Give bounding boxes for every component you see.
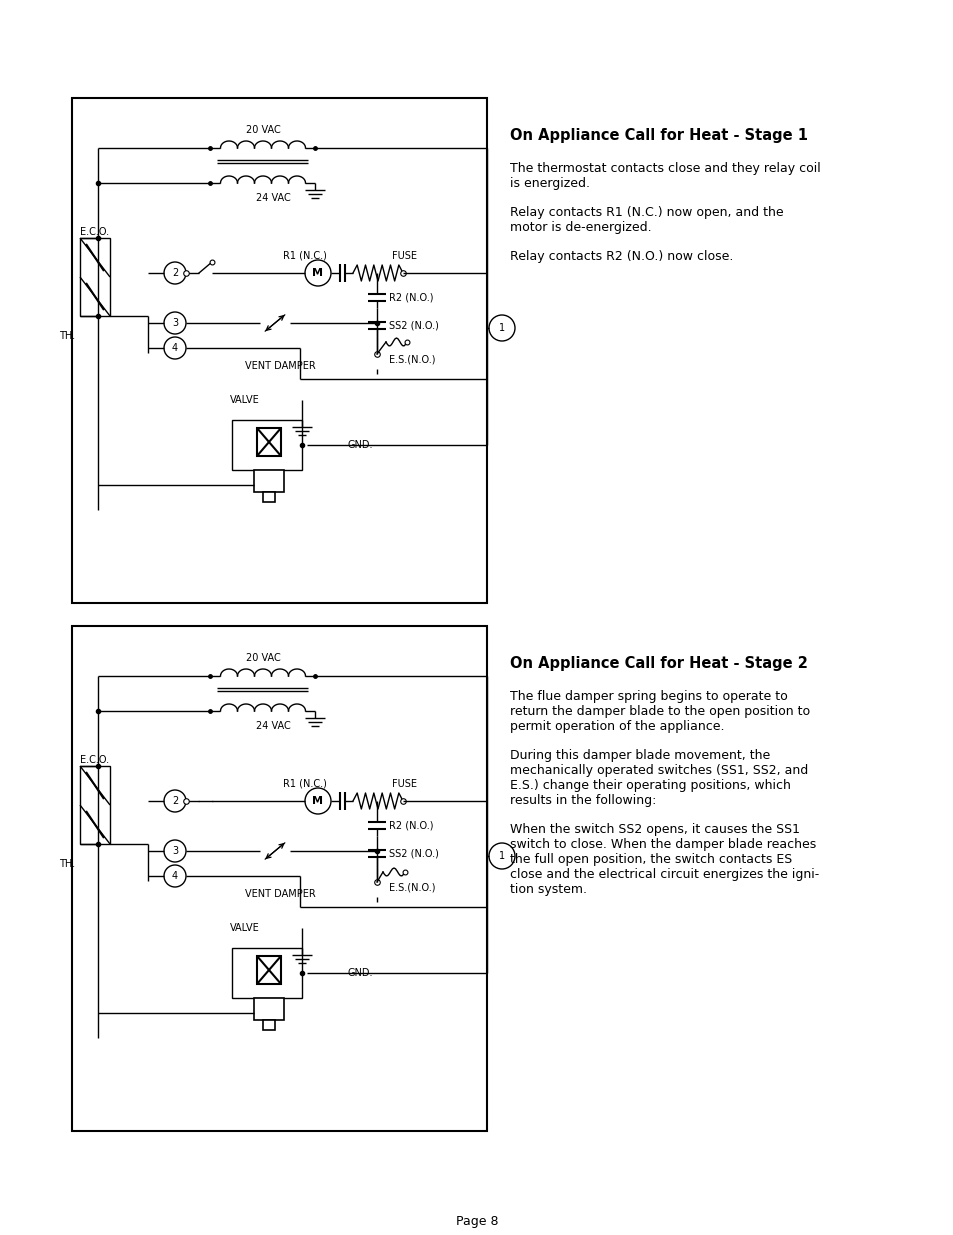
Circle shape	[305, 788, 331, 814]
Bar	[71, 98, 486, 603]
Text: GND.: GND.	[347, 440, 373, 450]
Text: 1: 1	[498, 324, 504, 333]
Text: E.S.(N.O.): E.S.(N.O.)	[389, 354, 435, 364]
Text: 2: 2	[172, 797, 178, 806]
Circle shape	[164, 337, 186, 359]
Text: 4: 4	[172, 343, 178, 353]
Text: TH.: TH.	[59, 331, 75, 341]
Text: TH.: TH.	[59, 860, 75, 869]
Text: On Appliance Call for Heat - Stage 1: On Appliance Call for Heat - Stage 1	[510, 128, 807, 143]
Circle shape	[489, 315, 515, 341]
Bar	[71, 626, 486, 1131]
Text: permit operation of the appliance.: permit operation of the appliance.	[510, 720, 723, 734]
Text: the full open position, the switch contacts ES: the full open position, the switch conta…	[510, 853, 791, 866]
Text: Relay contacts R1 (N.C.) now open, and the: Relay contacts R1 (N.C.) now open, and t…	[510, 206, 782, 219]
Bar	[263, 1020, 274, 1030]
Text: During this damper blade movement, the: During this damper blade movement, the	[510, 748, 769, 762]
Text: VENT DAMPER: VENT DAMPER	[244, 889, 315, 899]
Text: tion system.: tion system.	[510, 883, 586, 897]
Text: When the switch SS2 opens, it causes the SS1: When the switch SS2 opens, it causes the…	[510, 823, 800, 836]
Text: The thermostat contacts close and they relay coil: The thermostat contacts close and they r…	[510, 162, 820, 175]
Text: VENT DAMPER: VENT DAMPER	[244, 361, 315, 370]
Bar	[256, 956, 281, 984]
Text: R1 (N.C.): R1 (N.C.)	[283, 778, 327, 788]
Text: is energized.: is energized.	[510, 177, 589, 190]
Text: 24 VAC: 24 VAC	[255, 721, 290, 731]
Bar	[256, 429, 281, 456]
Text: 20 VAC: 20 VAC	[245, 125, 280, 135]
Text: close and the electrical circuit energizes the igni-: close and the electrical circuit energiz…	[510, 868, 819, 881]
Circle shape	[164, 262, 186, 284]
Text: 3: 3	[172, 317, 178, 329]
Text: 2: 2	[172, 268, 178, 278]
Text: R1 (N.C.): R1 (N.C.)	[283, 249, 327, 261]
Text: motor is de-energized.: motor is de-energized.	[510, 221, 651, 233]
Text: M: M	[313, 268, 323, 278]
Text: M: M	[313, 797, 323, 806]
Circle shape	[164, 312, 186, 333]
Text: 4: 4	[172, 871, 178, 881]
Text: VALVE: VALVE	[230, 923, 259, 932]
Text: switch to close. When the damper blade reaches: switch to close. When the damper blade r…	[510, 839, 816, 851]
Text: E.S.(N.O.): E.S.(N.O.)	[389, 882, 435, 892]
Text: Relay contacts R2 (N.O.) now close.: Relay contacts R2 (N.O.) now close.	[510, 249, 733, 263]
Bar	[80, 766, 110, 844]
Text: 1: 1	[498, 851, 504, 861]
Circle shape	[164, 864, 186, 887]
Text: E.C.O.: E.C.O.	[80, 227, 110, 237]
Text: 20 VAC: 20 VAC	[245, 653, 280, 663]
Text: GND.: GND.	[347, 968, 373, 978]
Text: R2 (N.O.): R2 (N.O.)	[389, 821, 433, 831]
Circle shape	[164, 790, 186, 811]
Text: return the damper blade to the open position to: return the damper blade to the open posi…	[510, 705, 809, 718]
Text: 3: 3	[172, 846, 178, 856]
Text: Page 8: Page 8	[456, 1215, 497, 1228]
Bar	[232, 420, 302, 471]
Text: E.C.O.: E.C.O.	[80, 755, 110, 764]
Text: R2 (N.O.): R2 (N.O.)	[389, 293, 433, 303]
Circle shape	[305, 261, 331, 287]
Bar	[80, 238, 110, 316]
Text: On Appliance Call for Heat - Stage 2: On Appliance Call for Heat - Stage 2	[510, 656, 807, 671]
Bar	[253, 471, 284, 492]
Text: mechanically operated switches (SS1, SS2, and: mechanically operated switches (SS1, SS2…	[510, 764, 807, 777]
Circle shape	[164, 840, 186, 862]
Text: FUSE: FUSE	[392, 251, 417, 261]
Text: SS2 (N.O.): SS2 (N.O.)	[389, 321, 438, 331]
Text: The flue damper spring begins to operate to: The flue damper spring begins to operate…	[510, 690, 787, 703]
Text: E.S.) change their operating positions, which: E.S.) change their operating positions, …	[510, 779, 790, 792]
Circle shape	[489, 844, 515, 869]
Bar	[232, 948, 302, 998]
Bar	[253, 998, 284, 1020]
Text: VALVE: VALVE	[230, 395, 259, 405]
Text: FUSE: FUSE	[392, 779, 417, 789]
Text: SS2 (N.O.): SS2 (N.O.)	[389, 848, 438, 860]
Text: 24 VAC: 24 VAC	[255, 193, 290, 203]
Text: results in the following:: results in the following:	[510, 794, 656, 806]
Bar	[263, 492, 274, 501]
